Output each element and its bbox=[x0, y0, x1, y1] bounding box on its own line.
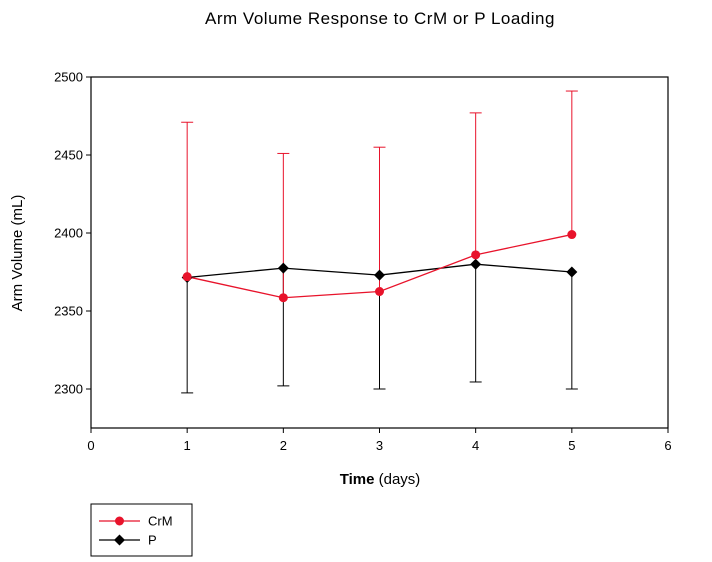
marker-p bbox=[374, 269, 385, 281]
x-tick-label: 0 bbox=[87, 438, 94, 453]
y-tick-label: 2300 bbox=[54, 382, 83, 397]
x-tick-label: 4 bbox=[472, 438, 479, 453]
y-axis-ticks: 2300 2350 2400 2450 2500 bbox=[54, 70, 91, 397]
x-tick-label: 5 bbox=[568, 438, 575, 453]
legend: CrM P bbox=[90, 503, 193, 557]
legend-label-crm: CrM bbox=[148, 514, 173, 529]
x-axis-label: Time (days) bbox=[340, 471, 421, 488]
series-markers bbox=[181, 230, 578, 303]
y-tick-label: 2350 bbox=[54, 304, 83, 319]
legend-label-p: P bbox=[148, 533, 157, 548]
marker-crm bbox=[471, 250, 481, 260]
x-tick-label: 6 bbox=[664, 438, 671, 453]
marker-p bbox=[114, 534, 125, 546]
marker-crm bbox=[115, 516, 124, 526]
marker-crm bbox=[278, 293, 288, 303]
marker-crm bbox=[567, 230, 577, 240]
x-axis-ticks: 0 1 2 3 4 5 6 bbox=[87, 428, 672, 453]
marker-crm bbox=[182, 272, 192, 282]
x-axis-label-rest: (days) bbox=[374, 471, 420, 488]
marker-p bbox=[566, 266, 578, 278]
x-tick-label: 1 bbox=[184, 438, 191, 453]
y-axis-label: Arm Volume (mL) bbox=[9, 195, 26, 312]
y-tick-label: 2450 bbox=[54, 148, 83, 163]
x-axis-label-bold: Time bbox=[340, 471, 375, 488]
x-tick-label: 3 bbox=[376, 438, 383, 453]
marker-p bbox=[470, 258, 482, 270]
marker-p bbox=[277, 262, 289, 274]
marker-crm bbox=[375, 287, 384, 296]
y-tick-label: 2400 bbox=[54, 226, 83, 241]
chart-title: Arm Volume Response to CrM or P Loading bbox=[205, 9, 555, 28]
error-bars bbox=[181, 90, 578, 394]
legend-box bbox=[90, 503, 193, 557]
x-tick-label: 2 bbox=[280, 438, 287, 453]
y-tick-label: 2500 bbox=[54, 70, 83, 85]
